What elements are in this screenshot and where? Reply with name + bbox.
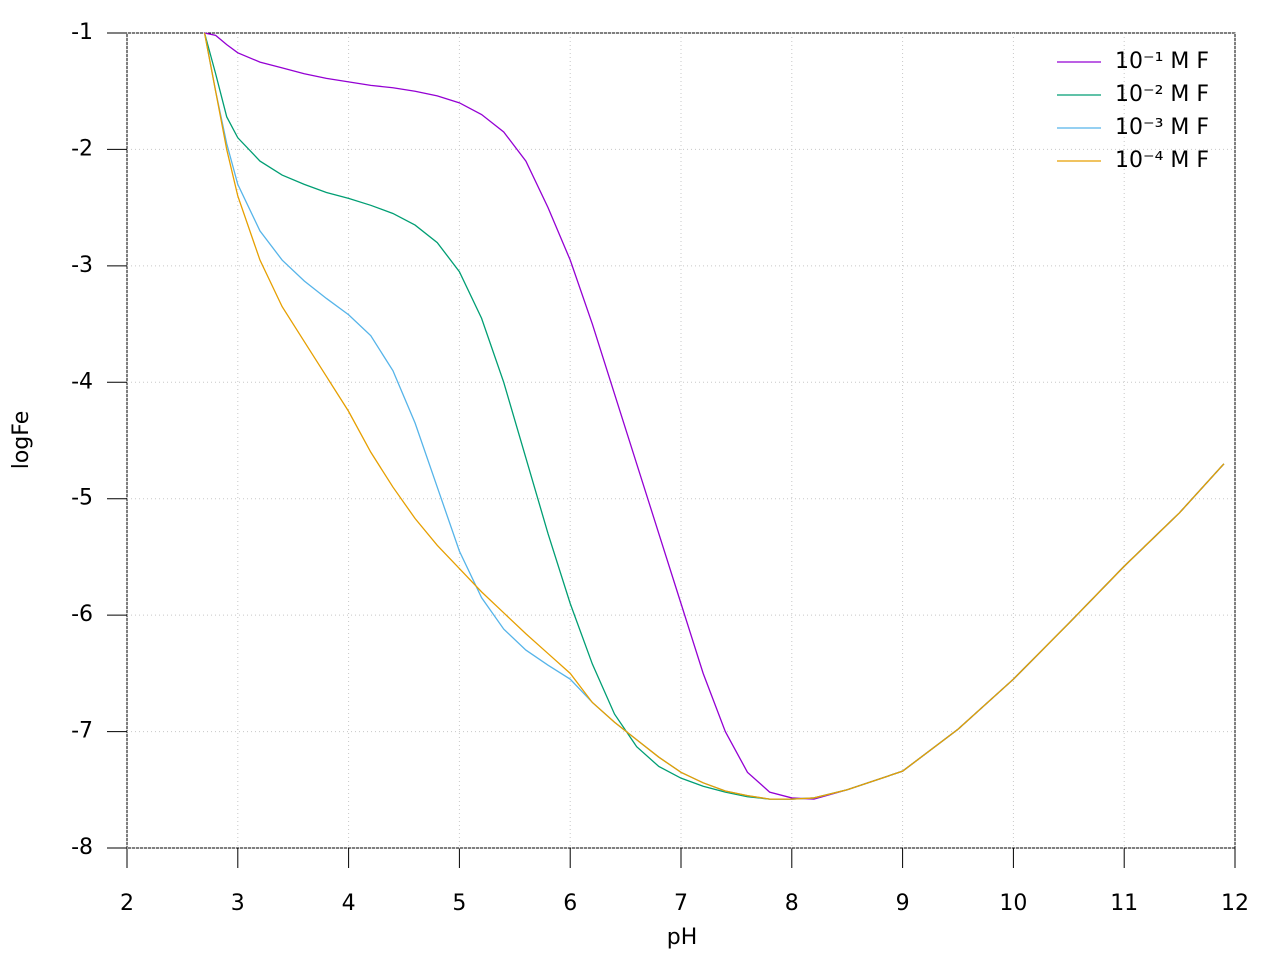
- x-tick-label: 10: [999, 891, 1027, 916]
- x-tick-label: 7: [674, 891, 688, 916]
- x-tick-label: 12: [1221, 891, 1249, 916]
- series-line: [203, 32, 1225, 800]
- y-tick-label: -5: [71, 486, 93, 511]
- y-tick-label: -7: [71, 719, 93, 744]
- y-axis-label: logFe: [9, 411, 34, 470]
- series-line: [203, 32, 1225, 800]
- x-tick-label: 5: [452, 891, 466, 916]
- series-line: [204, 32, 1225, 800]
- y-tick-label: -8: [71, 835, 93, 860]
- x-tick-label: 2: [120, 891, 134, 916]
- x-tick-label: 11: [1110, 891, 1138, 916]
- y-tick-label: -3: [71, 253, 93, 278]
- x-tick-label: 4: [342, 891, 356, 916]
- legend-label: 10⁻¹ M F: [1115, 49, 1209, 74]
- series-line: [203, 32, 1225, 800]
- y-tick-label: -1: [71, 20, 93, 45]
- x-tick-label: 6: [563, 891, 577, 916]
- x-tick-label: 8: [785, 891, 799, 916]
- y-tick-label: -2: [71, 136, 93, 161]
- x-tick-label: 9: [896, 891, 910, 916]
- x-tick-label: 3: [231, 891, 245, 916]
- x-axis-label: pH: [667, 925, 698, 950]
- legend-label: 10⁻³ M F: [1115, 115, 1209, 140]
- y-tick-label: -4: [71, 369, 93, 394]
- legend-label: 10⁻⁴ M F: [1115, 148, 1209, 173]
- legend-label: 10⁻² M F: [1115, 82, 1209, 107]
- y-tick-label: -6: [71, 602, 93, 627]
